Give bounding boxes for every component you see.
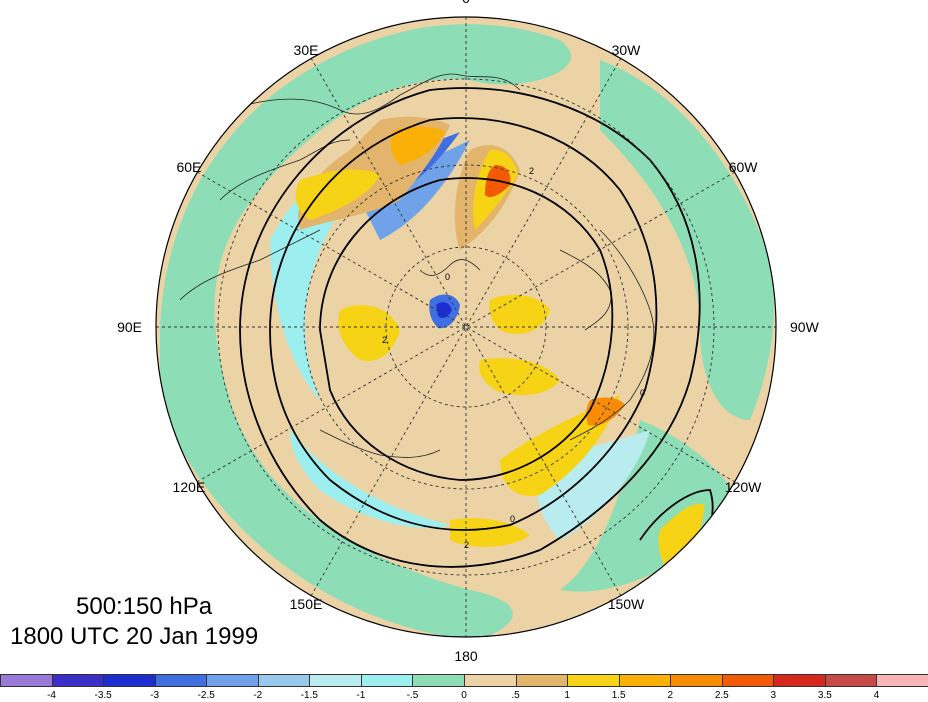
meridian-label: 60W xyxy=(729,159,759,175)
colorbar-tick-label: -.5 xyxy=(406,690,419,701)
colorbar-swatch xyxy=(412,674,465,687)
colorbar: -4 -3.5 -3 -2.5 -2 -1.5 -1 -.5 0 .5 1 1.5 2 2.5 3 3.5 4 xyxy=(0,674,928,702)
colorbar-tick-label: -3 xyxy=(150,690,160,701)
colorbar-tick-label: 3 xyxy=(770,690,777,701)
graticule xyxy=(156,17,776,637)
colorbar-swatch xyxy=(103,674,156,687)
meridian-label: 120E xyxy=(173,479,206,495)
colorbar-tick-label: .5 xyxy=(511,690,520,701)
colorbar-swatch xyxy=(154,674,208,687)
colorbar-swatch xyxy=(464,674,517,687)
contour-label: 2 xyxy=(382,335,387,345)
polar-map: 0 30E 60E 90E 120E 150E 180 150W 120W 90W 60W 30W 2… xyxy=(117,0,819,664)
colorbar-swatch xyxy=(773,674,826,687)
colorbar-tick-label: -2 xyxy=(253,690,263,701)
colorbar-swatch xyxy=(618,674,672,687)
colorbar-tick-label: 2.5 xyxy=(714,690,729,701)
colorbar-swatch xyxy=(257,674,311,687)
contours xyxy=(239,87,714,591)
colorbar-swatch xyxy=(360,674,414,687)
colorbar-tick-label: -4 xyxy=(47,690,56,701)
colorbar-swatch xyxy=(876,674,928,687)
contour-labels: 2 0 2 0 2 0 xyxy=(382,166,645,550)
meridian-labels: 0 30E 60E 90E 120E 150E 180 150W 120W 90W 60W 30W xyxy=(117,0,819,664)
colorbar-swatch xyxy=(0,674,53,687)
contour-label: 0 xyxy=(445,272,450,282)
meridian-label: 90W xyxy=(790,319,820,335)
colorbar-tick-label: 1 xyxy=(564,690,570,701)
colorbar-tick-label: -1 xyxy=(356,690,366,701)
colorbar-swatch xyxy=(51,674,105,687)
map-fields xyxy=(156,17,776,637)
colorbar-swatch xyxy=(824,674,878,687)
colorbar-swatch xyxy=(515,674,569,687)
colorbar-tick-label: -3.5 xyxy=(94,690,112,701)
contour-label: 0 xyxy=(640,388,645,398)
colorbar-tick-label: 3.5 xyxy=(817,690,832,701)
meridian-label: 60E xyxy=(176,159,201,175)
colorbar-tick-label: 1.5 xyxy=(611,690,626,701)
level-label: 500:150 hPa xyxy=(76,593,213,620)
meridian-label: 180 xyxy=(454,648,478,664)
colorbar-tick-label: 0 xyxy=(461,690,467,701)
meridian-label: 30W xyxy=(612,42,642,58)
colorbar-tick-label: -2.5 xyxy=(197,690,215,701)
colorbar-tick-label: -1.5 xyxy=(300,690,318,701)
meridian-label: 120W xyxy=(725,479,762,495)
colorbar-swatch xyxy=(670,674,723,687)
meridian-label: 150E xyxy=(290,596,323,612)
colorbar-tick-label: 4 xyxy=(873,690,880,701)
meridian-label: 150W xyxy=(608,596,645,612)
meridian-label: 30E xyxy=(294,42,319,58)
contour-label: 0 xyxy=(510,514,515,524)
map-boundary xyxy=(155,16,777,638)
meridian-label: 0 xyxy=(462,0,470,6)
colorbar-swatch xyxy=(206,674,259,687)
valid-time-label: 1800 UTC 20 Jan 1999 xyxy=(10,623,259,650)
colorbar-swatch xyxy=(721,674,775,687)
colorbar-swatch xyxy=(309,674,362,687)
contour-label: 2 xyxy=(529,166,534,176)
colorbar-tick-label: 2 xyxy=(667,690,673,701)
contour-label: 2 xyxy=(464,540,469,550)
colorbar-swatch xyxy=(567,674,620,687)
meridian-label: 90E xyxy=(117,319,142,335)
